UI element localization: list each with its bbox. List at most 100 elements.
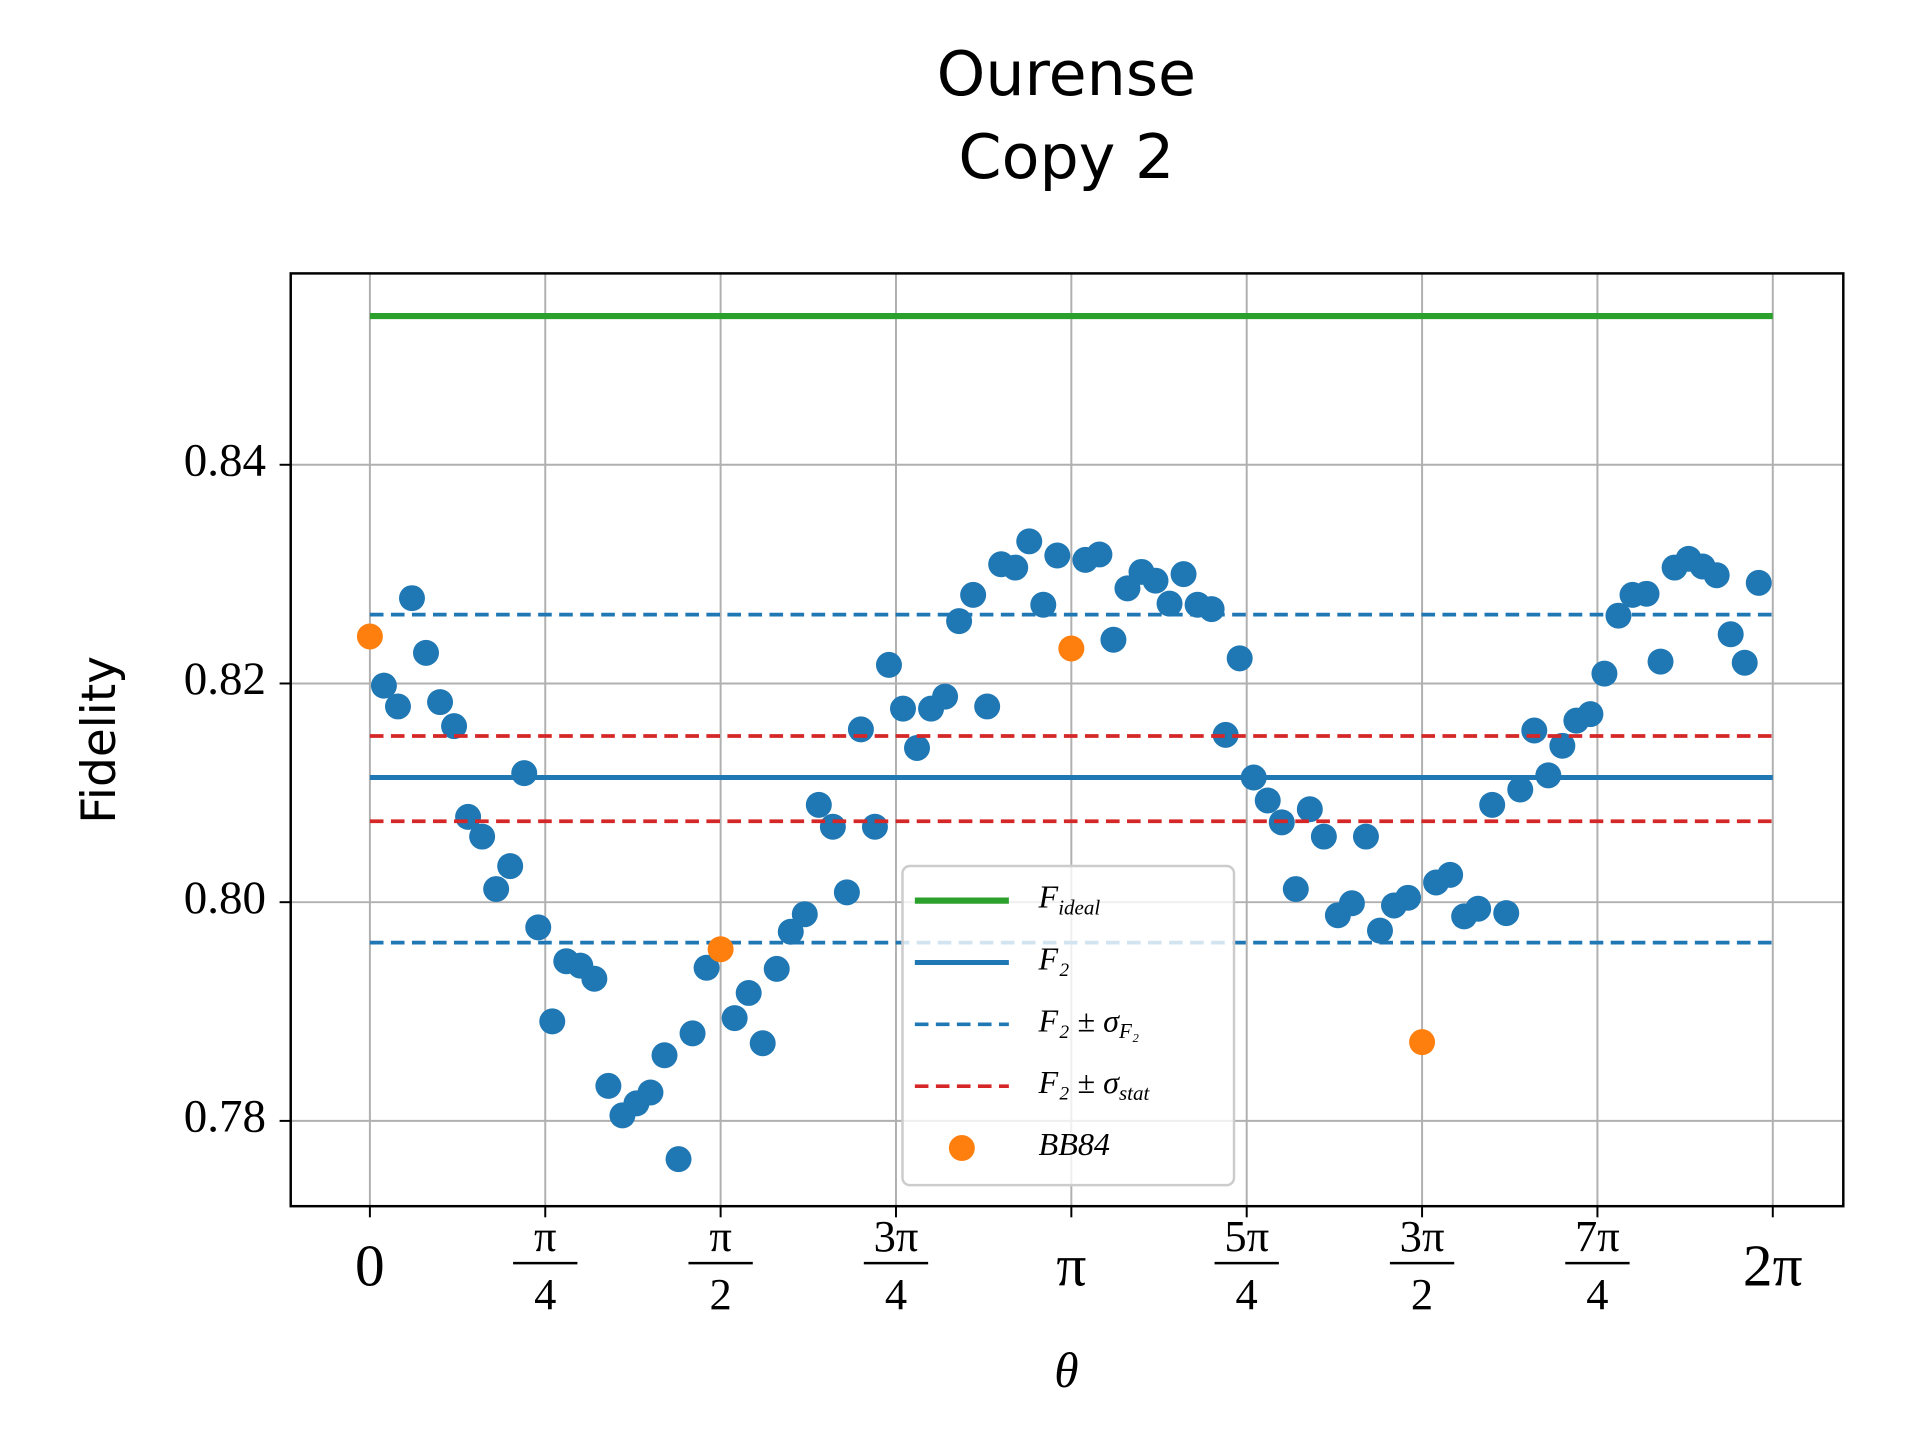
y-tick-label: 0.84 bbox=[184, 435, 266, 487]
scatter-point bbox=[735, 979, 762, 1006]
scatter-point bbox=[721, 1005, 748, 1032]
scatter-point bbox=[1437, 861, 1464, 888]
scatter-point bbox=[398, 585, 425, 612]
scatter-point bbox=[875, 651, 902, 678]
x-tick-denominator: 4 bbox=[885, 1269, 907, 1319]
scatter-point bbox=[1170, 561, 1197, 588]
scatter-point bbox=[1296, 796, 1323, 823]
scatter-point bbox=[1549, 732, 1576, 759]
legend-label: F₂ ± σstat bbox=[1038, 1065, 1151, 1105]
scatter-point bbox=[974, 693, 1001, 720]
scatter-point bbox=[791, 901, 818, 928]
x-tick-numerator: π bbox=[534, 1211, 556, 1261]
scatter-point bbox=[1254, 787, 1281, 814]
legend-box bbox=[901, 864, 1236, 1187]
scatter-point bbox=[946, 608, 973, 635]
legend-swatch bbox=[948, 1135, 975, 1162]
x-tick-numerator: 5π bbox=[1224, 1211, 1269, 1261]
scatter-point bbox=[904, 735, 931, 761]
plot-frame bbox=[289, 272, 1845, 1208]
y-tick-label: 0.78 bbox=[184, 1091, 266, 1143]
scatter-point bbox=[581, 965, 608, 992]
scatter-point bbox=[539, 1008, 566, 1035]
legend-label-part: F₂ bbox=[1038, 941, 1070, 977]
scatter-point bbox=[511, 760, 538, 787]
scatter-point bbox=[890, 695, 916, 722]
scatter-point bbox=[455, 803, 482, 830]
legend-label: F₂ ± σF₂ bbox=[1038, 1003, 1140, 1043]
x-tick-numerator: 3π bbox=[874, 1211, 919, 1261]
legend-label-part: F bbox=[1038, 879, 1059, 915]
scatter-point bbox=[651, 1042, 678, 1069]
x-tick-label: 2π bbox=[1743, 1232, 1803, 1298]
scatter-point bbox=[707, 936, 734, 963]
x-tick-label: 0 bbox=[355, 1232, 385, 1298]
legend-label: F₂ bbox=[1038, 941, 1070, 977]
scatter-point bbox=[1633, 580, 1660, 607]
chart-title: Ourense bbox=[937, 38, 1196, 110]
scatter-point bbox=[1282, 876, 1309, 903]
scatter-point bbox=[1717, 621, 1744, 648]
scatter-point bbox=[932, 683, 959, 710]
scatter-point bbox=[1198, 596, 1225, 623]
scatter-point bbox=[749, 1030, 776, 1057]
scatter-point bbox=[1479, 791, 1506, 818]
scatter-point bbox=[679, 1020, 706, 1047]
scatter-point bbox=[819, 813, 846, 840]
scatter-point bbox=[525, 914, 552, 941]
scatter-point bbox=[861, 813, 888, 840]
scatter-point bbox=[1465, 895, 1492, 922]
scatter-point bbox=[1156, 590, 1183, 617]
scatter-point bbox=[483, 876, 510, 903]
scatter-point bbox=[1577, 701, 1604, 728]
scatter-point bbox=[356, 623, 383, 650]
scatter-point bbox=[1493, 900, 1520, 927]
scatter-point bbox=[1352, 823, 1379, 850]
scatter-point bbox=[1030, 591, 1057, 618]
scatter-point bbox=[1409, 1029, 1436, 1056]
x-tick-denominator: 4 bbox=[534, 1269, 556, 1319]
scatter-point bbox=[1310, 823, 1337, 850]
scatter-point bbox=[1002, 554, 1029, 581]
legend-label-part: F₂ ± σ bbox=[1038, 1065, 1121, 1101]
x-tick-denominator: 2 bbox=[709, 1269, 731, 1319]
scatter-point bbox=[1016, 528, 1043, 555]
scatter-point bbox=[1395, 884, 1422, 911]
scatter-point bbox=[1100, 626, 1127, 653]
scatter-point bbox=[833, 879, 860, 906]
scatter-point bbox=[1366, 917, 1393, 944]
x-tick-numerator: 7π bbox=[1575, 1211, 1620, 1261]
scatter-point bbox=[370, 672, 397, 699]
scatter-point bbox=[1338, 890, 1365, 917]
scatter-point bbox=[469, 823, 496, 850]
scatter-point bbox=[637, 1079, 664, 1106]
legend-label-part: stat bbox=[1119, 1081, 1151, 1105]
scatter-point bbox=[1731, 649, 1758, 676]
scatter-point bbox=[595, 1072, 622, 1099]
scatter-point bbox=[1058, 635, 1085, 662]
x-tick-label: π bbox=[1056, 1232, 1086, 1298]
scatter-point bbox=[441, 713, 468, 740]
scatter-point bbox=[1647, 648, 1674, 675]
scatter-point bbox=[1226, 645, 1253, 672]
scatter-point bbox=[763, 955, 790, 982]
x-tick-numerator: π bbox=[709, 1211, 731, 1261]
scatter-point bbox=[805, 791, 832, 818]
scatter-point bbox=[1086, 541, 1113, 568]
scatter-point bbox=[384, 693, 411, 720]
scatter-point bbox=[777, 918, 804, 945]
scatter-point bbox=[497, 853, 524, 880]
x-tick-denominator: 4 bbox=[1236, 1269, 1258, 1319]
scatter-point bbox=[665, 1146, 692, 1173]
legend-label-part: ideal bbox=[1058, 895, 1100, 919]
scatter-point bbox=[1591, 660, 1618, 687]
legend-label-part: F₂ bbox=[1118, 1019, 1139, 1043]
scatter-point bbox=[693, 954, 720, 981]
legend-label-part: BB84 bbox=[1039, 1126, 1110, 1162]
scatter-point bbox=[1507, 776, 1534, 803]
x-axis-label: θ bbox=[1054, 1343, 1078, 1398]
scatter-point bbox=[1212, 721, 1239, 748]
